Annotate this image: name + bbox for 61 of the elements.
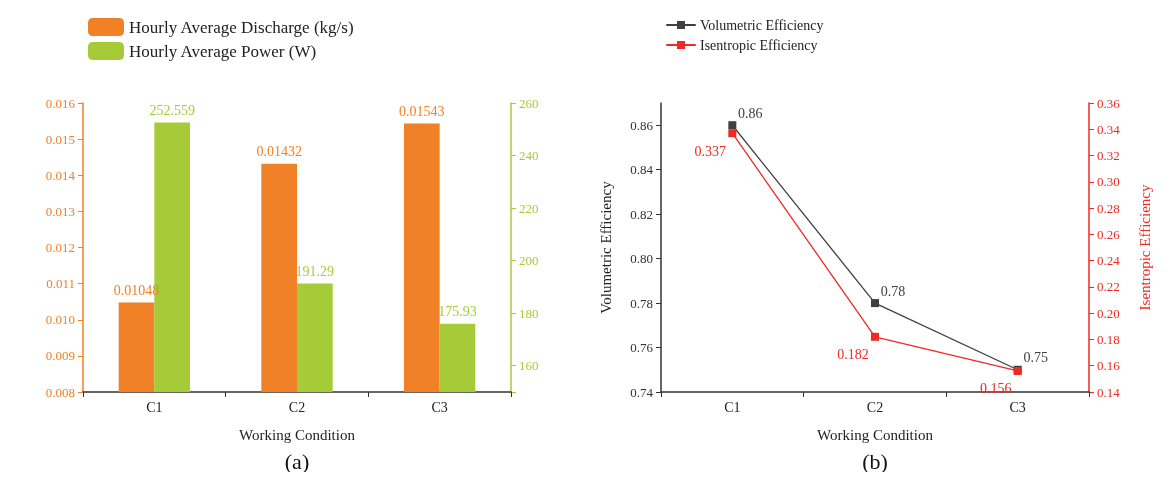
data-label: 0.182 [837,347,869,363]
y2-tick-label: 0.14 [1097,384,1121,400]
point [728,121,737,130]
data-label: 0.01543 [399,104,445,120]
y-tick-label: 0.011 [46,276,75,292]
y2-tick-label: 0.36 [1097,95,1121,111]
y2-tick-label: 0.32 [1097,148,1120,164]
legend-label: Hourly Average Discharge (kg/s) [129,17,354,37]
y-tick-label: 0.82 [630,206,653,222]
y2-tick-label: 220 [519,200,539,216]
y2-tick-label: 160 [519,358,539,374]
y-tick-label: 0.78 [630,295,653,311]
point [871,299,879,308]
y-tick-label: 0.008 [45,384,75,400]
y-tick-label: 0.016 [45,95,76,111]
x-axis-title: Working Condition [817,426,934,443]
y-tick-label: 0.74 [630,384,654,400]
data-label: 0.86 [738,105,763,121]
x-tick-label: C1 [146,399,163,415]
x-tick-label: C1 [724,399,741,415]
y2-tick-label: 0.24 [1097,253,1121,269]
y-tick-label: 0.76 [630,340,654,356]
y-tick-label: 0.86 [630,117,654,133]
y-tick-label: 0.015 [45,131,75,147]
y2-tick-label: 0.20 [1097,305,1120,321]
y-tick-label: 0.010 [45,312,75,328]
legend-label: Isentropic Efficiency [700,37,818,53]
y-tick-label: 0.80 [630,251,653,267]
x-tick-label: C2 [288,399,306,415]
data-label: 0.01432 [256,144,302,160]
y2-tick-label: 180 [519,305,539,321]
y-tick-label: 0.009 [45,348,75,364]
x-tick-label: C3 [431,399,448,415]
y2-tick-label: 0.18 [1097,331,1120,347]
point [871,332,879,341]
data-label: 0.75 [1023,350,1048,366]
y-tick-label: 0.014 [45,167,76,183]
y2-tick-label: 240 [519,148,539,164]
y-tick-label: 0.012 [45,240,75,255]
y2-tick-label: 0.34 [1097,121,1121,137]
y2-tick-label: 260 [519,95,539,111]
y2-axis-title: Isentropic Efficiency [1136,184,1153,311]
x-axis-title: Working Condition [239,426,356,443]
y-tick-label: 0.84 [630,162,654,178]
y-tick-label: 0.013 [45,203,75,219]
data-label: 0.337 [694,143,727,159]
legend-label: Hourly Average Power (W) [129,41,317,61]
y2-tick-label: 0.28 [1097,200,1120,216]
x-tick-label: C3 [1009,399,1026,415]
point [728,129,737,138]
y-axis-title: Volumetric Efficiency [597,180,614,314]
y2-tick-label: 200 [519,253,539,269]
y2-tick-label: 0.22 [1097,279,1120,295]
data-label: 0.78 [880,283,906,299]
data-label: 252.559 [149,103,195,119]
y2-tick-label: 0.26 [1097,226,1121,242]
y2-tick-label: 0.30 [1097,174,1120,190]
x-tick-label: C2 [866,399,884,415]
legend-label: Volumetric Efficiency [700,17,824,33]
data-label: 191.29 [295,264,335,280]
y2-tick-label: 0.16 [1097,358,1121,374]
